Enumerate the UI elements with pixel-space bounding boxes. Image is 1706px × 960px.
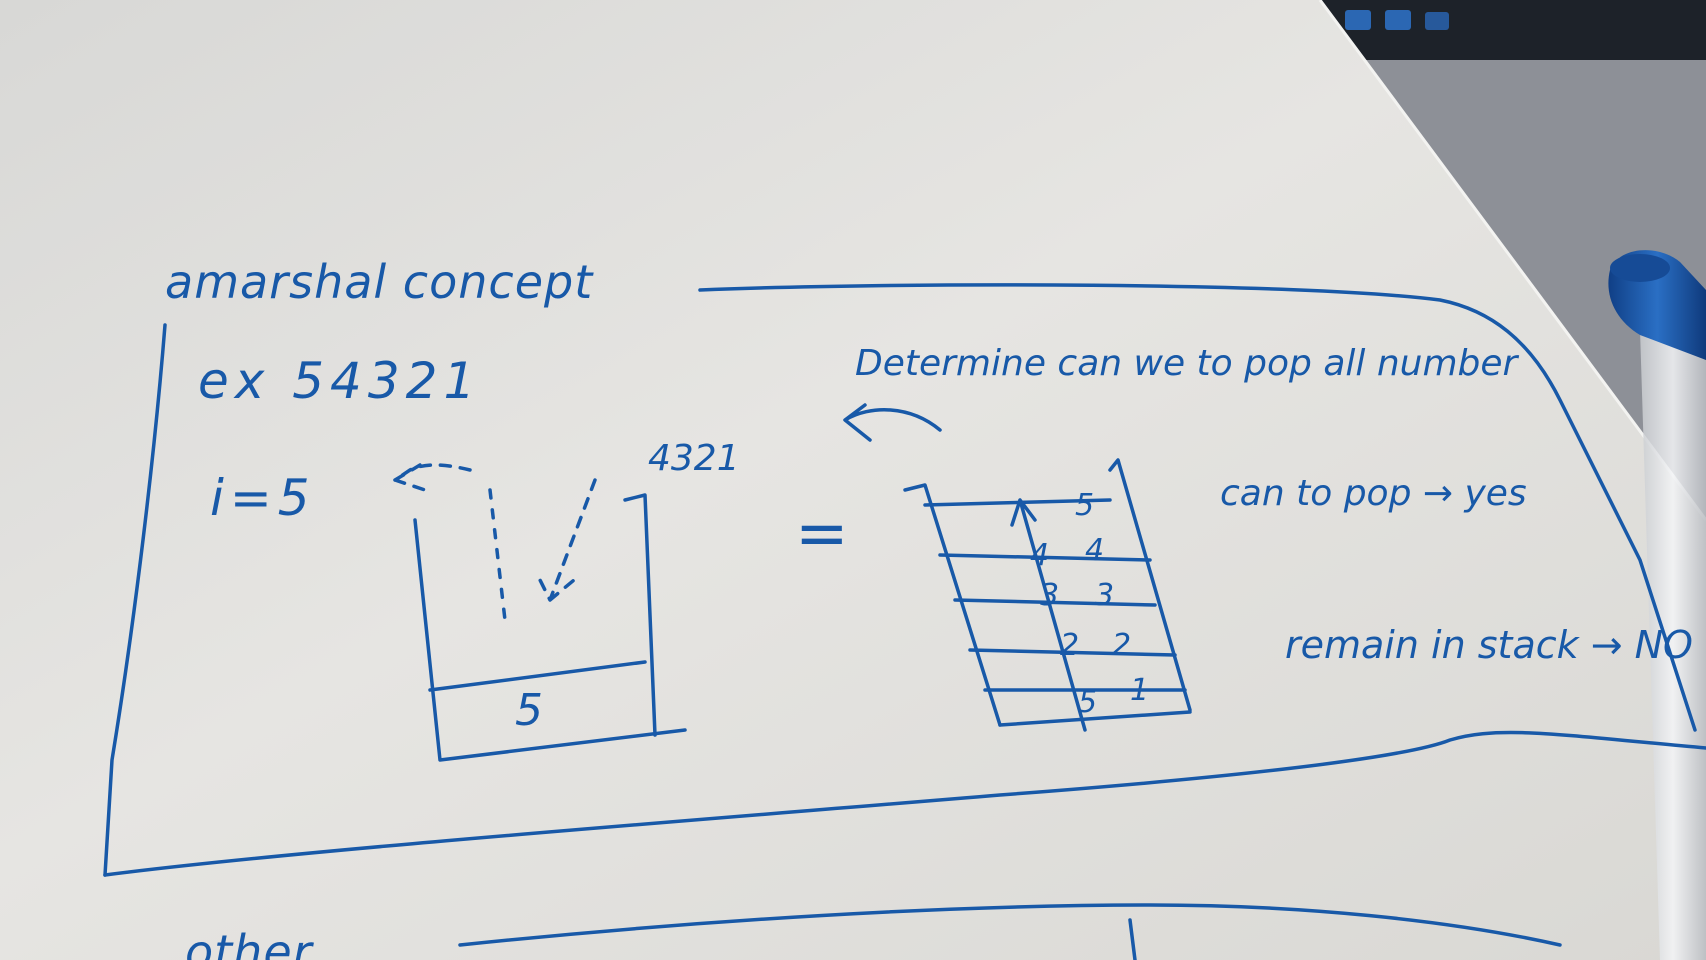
column-value-3: 3 — [1095, 578, 1114, 613]
stack-bottom-value: 5 — [515, 685, 543, 736]
bottom-tick — [1128, 918, 1137, 960]
column-value-1: 1 — [1130, 673, 1149, 708]
column-inner-5: 5 — [1078, 685, 1097, 720]
equals-sign: = — [795, 497, 849, 571]
bottom-fragment: other — [185, 925, 315, 960]
paper-edge — [1318, 0, 1706, 521]
column-value-4: 4 — [1085, 533, 1104, 568]
column-inner-2: 2 — [1060, 628, 1079, 663]
column-value-2: 2 — [1112, 628, 1131, 663]
note-example: ex 54321 — [198, 352, 481, 410]
note-question: Determine can we to pop all number — [855, 343, 1520, 384]
note-index: i=5 — [210, 469, 316, 527]
bottom-line — [458, 903, 1562, 947]
answer-no: remain in stack → NO — [1285, 623, 1693, 667]
column-diagram — [903, 458, 1192, 732]
stack-diagram — [393, 463, 687, 762]
column-value-5: 5 — [1075, 488, 1094, 523]
note-incoming: 4321 — [648, 438, 740, 479]
column-inner-4: 4 — [1030, 538, 1049, 573]
question-arrow — [843, 403, 942, 442]
note-frame — [103, 283, 1706, 877]
pen — [1608, 250, 1706, 960]
column-inner-3: 3 — [1040, 578, 1059, 613]
note-title: amarshal concept — [165, 255, 594, 309]
dark-object — [1320, 0, 1706, 60]
answer-yes: can to pop → yes — [1220, 473, 1527, 514]
